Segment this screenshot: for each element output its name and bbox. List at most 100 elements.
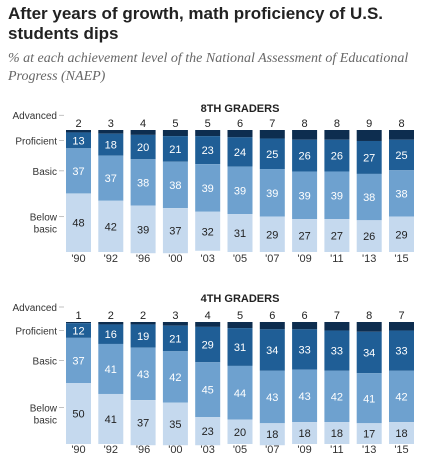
data-label: 37 [137,418,149,430]
data-label: 7 [269,118,275,130]
bar-segment-basic [356,373,382,424]
bar-segment-below-basic [162,402,188,446]
bar-segment-below-basic [195,417,221,446]
bar-segment-proficient [356,140,382,174]
row-label-below-basic: Below basic [30,404,58,427]
x-tick-label: '92 [104,444,118,456]
x-tick-label: '13 [362,253,376,265]
data-label: 39 [137,224,149,236]
bar-segment-basic [324,171,350,220]
x-tick-label: '07 [265,444,279,456]
bar-segment-proficient [162,325,188,352]
chart-title: After years of growth, math proficiency … [8,4,384,43]
bar-segment-proficient [195,326,221,363]
data-label: 5 [237,310,243,322]
bar-segment-basic [66,148,91,194]
bar-segment-basic [98,155,124,201]
data-label: 50 [72,409,84,421]
data-label: 19 [137,331,149,343]
data-label: 41 [363,393,375,405]
data-label: 39 [331,190,343,202]
data-label: 27 [331,231,343,243]
data-label: 42 [395,391,407,403]
x-tick-label: '00 [168,444,182,456]
panel-title-8th: 8TH GRADERS [201,103,280,115]
data-label: 8 [398,118,404,130]
bar-segment-proficient [66,132,91,149]
x-tick-label: '96 [136,253,150,265]
bar-segment-below-basic [324,219,350,252]
panel-title-4th: 4TH GRADERS [201,293,280,305]
data-label: 18 [331,428,343,440]
bar-segment-proficient [130,134,156,160]
bar-segment-below-basic [227,419,253,444]
data-label: 41 [105,414,117,426]
bar-segment-proficient [356,331,382,374]
data-label: 7 [398,310,404,322]
bar-segment-below-basic [66,193,91,252]
bar-segment-below-basic [130,205,156,254]
data-label: 38 [169,180,181,192]
row-label-proficient: Proficient [15,136,57,147]
data-label: 8 [302,118,308,130]
data-label: 12 [72,326,84,338]
x-tick-label: '05 [233,444,247,456]
data-label: 31 [234,342,246,354]
bar-segment-below-basic [356,423,382,444]
data-label: 25 [266,149,278,161]
row-label-below-basic: Below basic [30,213,58,236]
data-label: 45 [202,385,214,397]
data-label: 37 [72,166,84,178]
data-label: 9 [366,118,372,130]
bar-segment-advanced [98,322,124,325]
panel-8th-graders: 8TH GRADERS 2133748'903183742'924203839'… [13,103,414,265]
bar-segment-advanced [130,130,156,135]
data-label: 43 [137,369,149,381]
bar-segment-below-basic [292,219,318,252]
bar-segment-below-basic [66,383,91,444]
data-label: 6 [269,310,275,322]
bar-segment-advanced [389,130,414,140]
data-label: 42 [105,221,117,233]
data-label: 39 [202,183,214,195]
bar-segment-basic [227,365,253,420]
bar-segment-advanced [130,322,156,325]
x-tick-label: '11 [330,253,344,265]
data-label: 39 [298,190,310,202]
data-label: 29 [266,229,278,241]
bar-segment-below-basic [98,393,124,444]
data-label: 21 [169,144,181,156]
bar-segment-advanced [356,130,382,141]
data-label: 26 [363,231,375,243]
data-label: 2 [140,310,146,322]
bar-segment-below-basic [292,422,318,444]
bar-segment-proficient [66,323,91,338]
bar-segment-advanced [227,322,253,329]
bar-segment-basic [162,351,188,403]
bar-segment-advanced [227,130,253,138]
bar-segment-advanced [292,130,318,140]
data-label: 42 [169,372,181,384]
x-tick-label: '15 [394,444,408,456]
bar-segment-basic [130,347,156,401]
bar-segment-below-basic [259,423,285,446]
data-label: 37 [169,226,181,238]
data-label: 23 [202,145,214,157]
bar-segment-below-basic [324,422,350,444]
data-label: 42 [331,391,343,403]
bar-segment-proficient [292,139,318,172]
bar-segment-advanced [356,322,382,332]
bar-segment-below-basic [389,216,414,252]
x-tick-label: '90 [71,253,85,265]
bar-segment-below-basic [195,211,221,251]
bar-segment-basic [98,343,124,394]
x-tick-label: '03 [201,253,215,265]
x-tick-label: '15 [394,253,408,265]
bar-segment-basic [259,370,285,424]
data-label: 39 [234,185,246,197]
bar-segment-proficient [227,137,253,167]
x-tick-label: '96 [136,444,150,456]
data-label: 17 [363,429,375,441]
data-label: 4 [205,310,211,322]
